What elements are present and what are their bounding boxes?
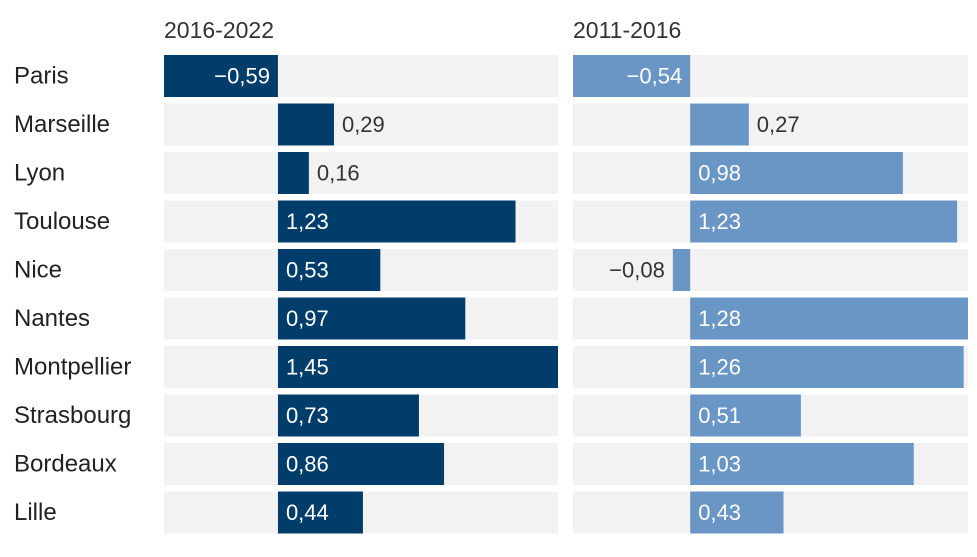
value-label: 1,23 — [698, 209, 741, 234]
value-label: 0,73 — [286, 403, 329, 428]
bar-montpellier-1 — [690, 346, 964, 388]
bar-strasbourg-1 — [690, 394, 801, 437]
bar-nice-0 — [277, 249, 381, 291]
value-label: −0,54 — [627, 64, 683, 89]
bar-strasbourg-0 — [277, 394, 419, 437]
category-label-lyon: Lyon — [14, 160, 65, 187]
bar-track — [573, 103, 968, 146]
value-label: −0,59 — [214, 64, 270, 89]
bar-bordeaux-0 — [277, 443, 445, 485]
value-label: 0,53 — [286, 258, 329, 283]
category-label-montpellier: Montpellier — [14, 354, 131, 381]
category-label-lille: Lille — [14, 499, 57, 526]
value-label: 0,98 — [698, 161, 741, 186]
category-label-paris: Paris — [14, 63, 69, 90]
value-label: 0,97 — [286, 306, 329, 331]
category-label-nantes: Nantes — [14, 305, 90, 332]
bar-nantes-1 — [690, 297, 968, 340]
category-label-strasbourg: Strasbourg — [14, 402, 131, 429]
value-label: 1,45 — [286, 355, 329, 380]
bar-toulouse-1 — [690, 200, 958, 243]
category-label-marseille: Marseille — [14, 111, 110, 138]
bar-marseille-1 — [690, 103, 749, 146]
bar-track — [164, 103, 558, 146]
value-label: 0,27 — [757, 112, 800, 137]
bar-marseille-0 — [277, 103, 334, 146]
bar-nantes-0 — [277, 297, 466, 340]
category-label-nice: Nice — [14, 257, 62, 284]
bar-lyon-1 — [690, 152, 903, 194]
bar-montpellier-0 — [277, 346, 558, 388]
bar-toulouse-0 — [277, 200, 516, 243]
value-label: 1,03 — [698, 452, 741, 477]
bar-track — [164, 152, 558, 194]
bar-track — [573, 249, 968, 291]
value-label: −0,08 — [609, 258, 665, 283]
panel-title-1: 2011-2016 — [573, 17, 681, 43]
value-label: 0,43 — [698, 500, 741, 525]
bar-lyon-0 — [277, 152, 309, 194]
value-label: 0,44 — [286, 500, 329, 525]
bar-lille-1 — [690, 491, 784, 534]
category-label-toulouse: Toulouse — [14, 208, 110, 235]
value-label: 1,28 — [698, 306, 741, 331]
value-label: 0,29 — [342, 112, 385, 137]
value-label: 1,23 — [286, 209, 329, 234]
value-label: 0,51 — [698, 403, 741, 428]
category-label-bordeaux: Bordeaux — [14, 451, 117, 478]
bar-paris-0 — [164, 55, 278, 97]
bar-lille-0 — [277, 491, 363, 534]
bar-paris-1 — [573, 55, 691, 97]
panel-title-0: 2016-2022 — [164, 17, 274, 43]
value-label: 0,16 — [317, 161, 360, 186]
value-label: 1,26 — [698, 355, 741, 380]
value-label: 0,86 — [286, 452, 329, 477]
bar-bordeaux-1 — [690, 443, 914, 485]
bar-nice-1 — [672, 249, 691, 291]
